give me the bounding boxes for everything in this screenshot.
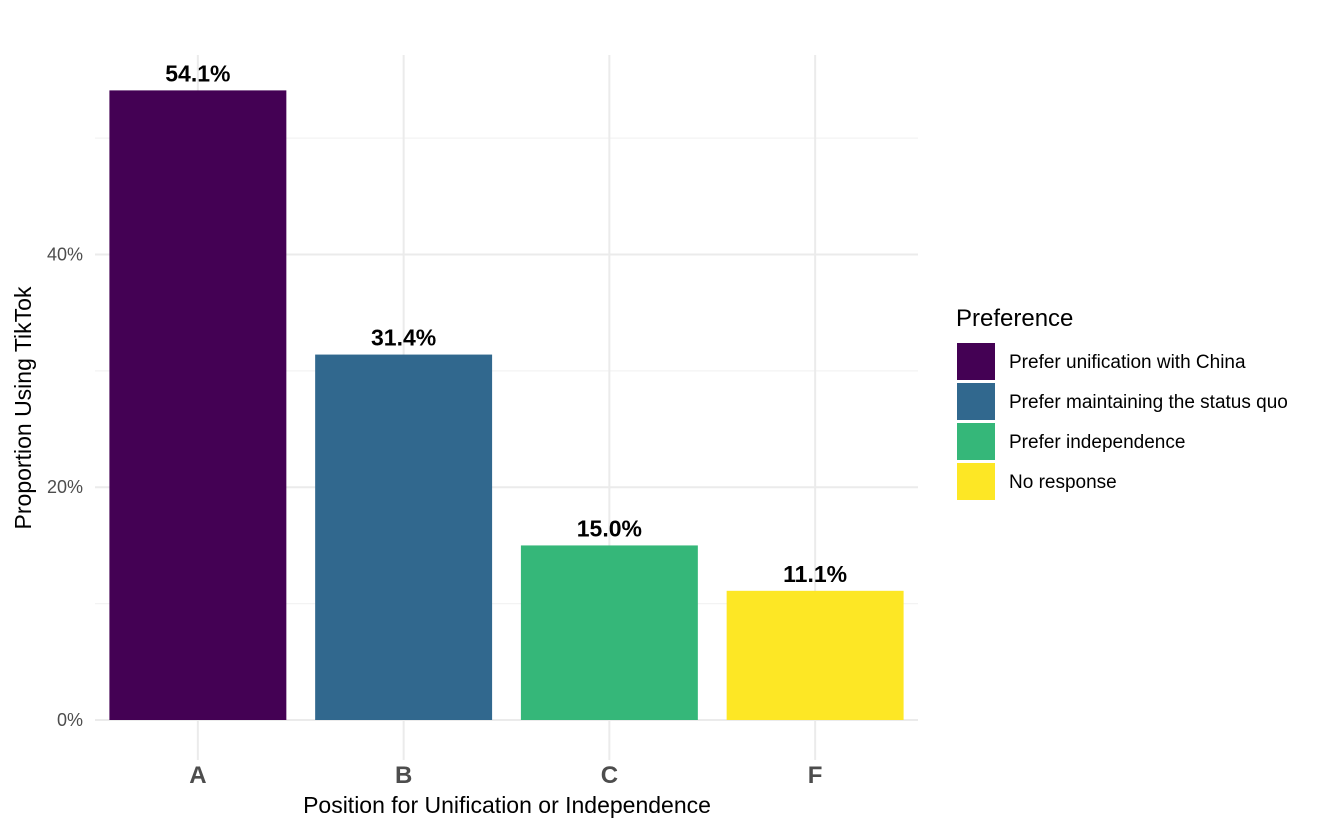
y-axis-title: Proportion Using TikTok — [10, 286, 36, 529]
y-tick-label: 0% — [57, 710, 83, 730]
x-axis-title: Position for Unification or Independence — [303, 792, 711, 818]
y-axis-ticks: 0% 20% 40% — [47, 244, 83, 730]
x-tick-label: B — [395, 762, 412, 789]
bar-value-label: 15.0% — [577, 515, 642, 541]
legend-swatch — [957, 343, 995, 380]
y-tick-label: 20% — [47, 477, 83, 497]
bar-value-label: 54.1% — [165, 60, 230, 86]
bar-b — [315, 354, 493, 720]
bar-a — [109, 90, 287, 720]
x-tick-label: A — [189, 762, 206, 789]
bars — [109, 90, 904, 720]
legend-title: Preference — [956, 305, 1073, 332]
legend-swatch — [957, 423, 995, 460]
legend-swatch — [957, 463, 995, 500]
legend-entry-label: Prefer unification with China — [1009, 352, 1246, 373]
bar-c — [520, 545, 698, 720]
legend-entry-label: No response — [1009, 472, 1117, 493]
bar-labels: 54.1% 31.4% 15.0% 11.1% — [165, 60, 847, 586]
legend-swatch — [957, 383, 995, 420]
y-tick-label: 40% — [47, 244, 83, 264]
legend-entry-label: Prefer maintaining the status quo — [1009, 392, 1288, 413]
bar-value-label: 31.4% — [371, 325, 436, 351]
bar-value-label: 11.1% — [783, 561, 847, 587]
x-tick-label: F — [808, 762, 823, 789]
bar-f — [726, 590, 904, 720]
x-tick-label: C — [601, 762, 618, 789]
legend: Preference Prefer unification with China… — [956, 305, 1288, 500]
legend-entry-label: Prefer independence — [1009, 432, 1185, 453]
